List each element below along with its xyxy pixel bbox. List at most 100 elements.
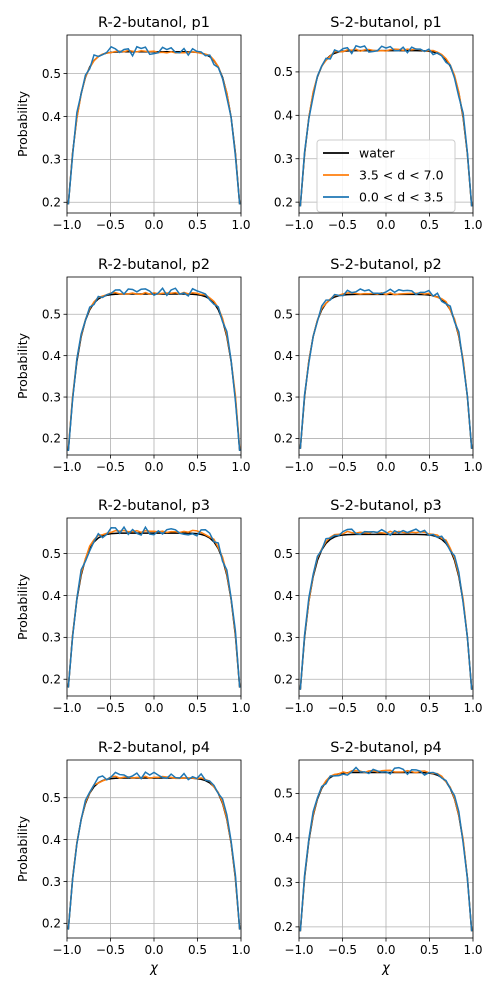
legend-label: 0.0 < d < 3.5 <box>359 190 444 205</box>
chart-title: R-2-butanol, p4 <box>98 740 210 756</box>
y-tick-label: 0.2 <box>42 432 61 446</box>
x-tick-label: −1.0 <box>284 943 313 957</box>
y-tick-label: 0.4 <box>274 589 293 603</box>
y-tick-label: 0.4 <box>42 833 61 847</box>
x-tick-label: −1.0 <box>52 218 81 232</box>
x-tick-label: −0.5 <box>328 701 357 715</box>
x-tick-label: 0.5 <box>420 943 439 957</box>
chart-title: R-2-butanol, p3 <box>98 498 210 514</box>
x-tick-label: 1.0 <box>463 460 482 474</box>
y-tick-label: 0.4 <box>274 109 293 123</box>
x-tick-label: −1.0 <box>284 218 313 232</box>
y-tick-label: 0.3 <box>274 876 293 890</box>
x-tick-label: −0.5 <box>96 943 125 957</box>
x-tick-label: −1.0 <box>284 460 313 474</box>
y-tick-label: 0.4 <box>42 589 61 603</box>
y-tick-label: 0.3 <box>274 390 293 404</box>
x-tick-label: −0.5 <box>328 460 357 474</box>
series-line <box>67 45 241 205</box>
x-tick-label: 0.5 <box>420 460 439 474</box>
y-tick-label: 0.2 <box>274 432 293 446</box>
chart-panel-6: −1.0 −0.5 0.0 0.5 1.0 0.2 0.3 0.4 0.5 S-2-butanol… <box>274 498 483 715</box>
x-tick-label: −1.0 <box>284 701 313 715</box>
x-tick-label: 0.0 <box>144 218 163 232</box>
x-axis-label: χ <box>149 961 159 976</box>
series-line <box>67 287 241 451</box>
y-tick-label: 0.5 <box>274 787 293 801</box>
y-tick-label: 0.2 <box>274 195 293 209</box>
x-tick-label: 0.0 <box>376 943 395 957</box>
x-tick-label: 1.0 <box>231 460 250 474</box>
y-tick-label: 0.4 <box>42 349 61 363</box>
x-tick-label: 0.0 <box>144 460 163 474</box>
y-axis-label: Probability <box>15 573 30 640</box>
x-tick-label: −1.0 <box>52 701 81 715</box>
x-tick-label: 1.0 <box>231 943 250 957</box>
chart-title: S-2-butanol, p1 <box>330 15 442 31</box>
legend-label: water <box>359 146 395 161</box>
x-tick-label: −0.5 <box>96 701 125 715</box>
y-tick-label: 0.2 <box>274 673 293 687</box>
chart-title: S-2-butanol, p4 <box>330 740 442 756</box>
x-tick-label: −0.5 <box>96 218 125 232</box>
x-tick-label: 0.5 <box>420 701 439 715</box>
x-tick-label: −0.5 <box>328 943 357 957</box>
y-tick-label: 0.4 <box>42 110 61 124</box>
y-tick-label: 0.3 <box>274 631 293 645</box>
y-tick-label: 0.3 <box>274 152 293 166</box>
x-tick-label: 0.0 <box>144 943 163 957</box>
x-axis-label: χ <box>381 961 391 976</box>
chart-title: R-2-butanol, p2 <box>98 257 210 273</box>
y-tick-label: 0.5 <box>42 67 61 81</box>
series-line <box>67 771 241 930</box>
chart-panel-4: −1.0 −0.5 0.0 0.5 1.0 0.2 0.3 0.4 0.5 S-2-butanol… <box>274 257 483 474</box>
chart-title: S-2-butanol, p2 <box>330 257 442 273</box>
x-tick-label: −0.5 <box>328 218 357 232</box>
y-axis-label: Probability <box>15 815 30 882</box>
series-line <box>67 525 241 688</box>
y-tick-label: 0.3 <box>42 875 61 889</box>
chart-panel-2: −1.0 −0.5 0.0 0.5 1.0 0.2 0.3 0.4 0.5 S-2-butanol… <box>274 15 483 232</box>
x-tick-label: 1.0 <box>231 218 250 232</box>
series-line <box>299 533 473 690</box>
y-tick-label: 0.4 <box>274 831 293 845</box>
chart-title: R-2-butanol, p1 <box>98 15 210 31</box>
y-tick-label: 0.2 <box>274 920 293 934</box>
y-tick-label: 0.5 <box>274 308 293 322</box>
y-axis-label: Probability <box>15 90 30 157</box>
x-tick-label: 0.5 <box>188 218 207 232</box>
y-tick-label: 0.2 <box>42 196 61 210</box>
y-tick-label: 0.5 <box>42 308 61 322</box>
y-tick-label: 0.5 <box>42 791 61 805</box>
x-tick-label: 1.0 <box>463 701 482 715</box>
legend-box <box>316 139 456 213</box>
x-tick-label: 0.5 <box>188 701 207 715</box>
x-tick-label: 0.0 <box>376 460 395 474</box>
x-tick-label: −0.5 <box>96 460 125 474</box>
x-tick-label: 1.0 <box>231 701 250 715</box>
y-tick-label: 0.5 <box>42 547 61 561</box>
y-tick-label: 0.5 <box>274 65 293 79</box>
x-tick-label: 0.0 <box>376 218 395 232</box>
y-tick-label: 0.3 <box>42 631 61 645</box>
x-tick-label: −1.0 <box>52 460 81 474</box>
x-tick-label: 1.0 <box>463 218 482 232</box>
y-tick-label: 0.5 <box>274 547 293 561</box>
series-line <box>67 532 241 688</box>
y-tick-label: 0.4 <box>274 349 293 363</box>
chart-title: S-2-butanol, p3 <box>330 498 442 514</box>
series-line <box>299 528 473 690</box>
chart-panel-3: −1.0 −0.5 0.0 0.5 1.0 0.2 0.3 0.4 0.5 R-2-butanol… <box>15 257 251 474</box>
chart-panel-5: −1.0 −0.5 0.0 0.5 1.0 0.2 0.3 0.4 0.5 R-2-butanol… <box>15 498 251 715</box>
series-line <box>299 766 473 932</box>
series-line <box>299 44 473 207</box>
x-tick-label: −1.0 <box>52 943 81 957</box>
chart-panel-8: −1.0 −0.5 0.0 0.5 1.0 0.2 0.3 0.4 0.5 S-2-butanol… <box>274 740 483 976</box>
x-tick-label: 0.5 <box>188 460 207 474</box>
chart-panel-7: −1.0 −0.5 0.0 0.5 1.0 0.2 0.3 0.4 0.5 R-2-butanol… <box>15 740 251 976</box>
x-tick-label: 0.5 <box>420 218 439 232</box>
legend: water 3.5 < d < 7.0 0.0 < d < 3.5 <box>316 139 456 213</box>
x-tick-label: 0.0 <box>144 701 163 715</box>
legend-label: 3.5 < d < 7.0 <box>359 168 444 183</box>
